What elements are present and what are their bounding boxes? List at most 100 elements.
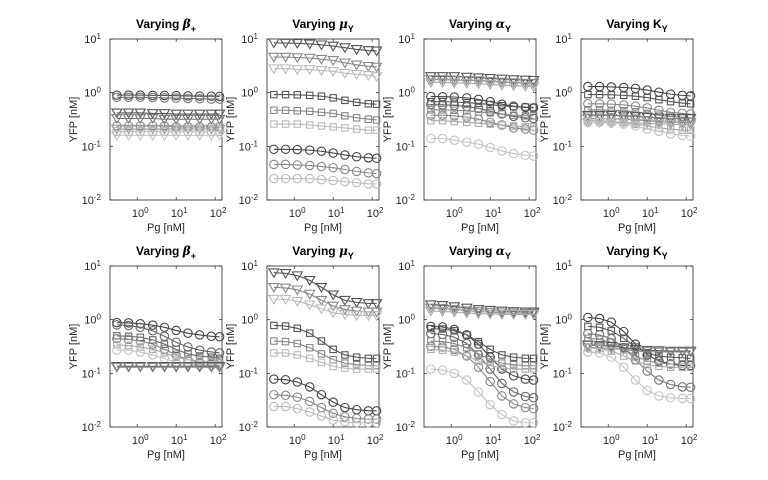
series-3 — [424, 306, 540, 321]
chart-panel-r2c4: 10-2 10-1 100 101 100 101 102 Pg [nM] YFP [nM] Va… — [539, 244, 698, 461]
data-point-circle — [473, 362, 484, 372]
data-point-triangle — [370, 46, 383, 57]
data-point-square — [498, 351, 506, 359]
data-point-triangle — [472, 307, 485, 318]
data-point-circle — [316, 389, 327, 400]
data-point-square — [584, 343, 592, 352]
data-point-circle — [426, 99, 436, 110]
data-point-triangle — [370, 311, 383, 322]
data-point-square — [372, 126, 381, 134]
data-point-triangle — [181, 362, 194, 373]
data-point-square — [372, 365, 381, 373]
series-line — [273, 340, 377, 367]
data-point-triangle — [170, 131, 183, 142]
series-10 — [426, 364, 539, 428]
data-point-triangle — [327, 301, 340, 312]
series-6 — [426, 99, 539, 124]
panel-title: Varying KY — [606, 244, 667, 261]
series-line — [273, 68, 377, 78]
series-9 — [269, 173, 382, 189]
series-line — [587, 347, 691, 368]
data-point-square — [498, 102, 506, 110]
x-tick-label: 102 — [681, 433, 698, 447]
data-point-circle — [685, 393, 696, 404]
series-line — [587, 117, 691, 123]
data-point-triangle — [424, 303, 437, 314]
series-line — [430, 340, 534, 367]
data-point-triangle — [291, 65, 304, 76]
data-point-circle — [328, 175, 338, 186]
data-point-circle — [292, 377, 303, 387]
data-point-triangle — [507, 308, 520, 319]
series-9 — [427, 345, 538, 373]
data-point-square — [474, 119, 483, 127]
data-point-square — [438, 116, 447, 125]
data-point-square — [486, 100, 494, 109]
data-point-square — [678, 99, 687, 107]
data-point-square — [584, 90, 592, 99]
data-point-triangle — [350, 69, 363, 80]
data-point-circle — [147, 326, 158, 336]
data-point-square — [136, 343, 145, 351]
series-line — [587, 337, 691, 365]
data-point-circle — [171, 93, 181, 103]
data-point-triangle — [303, 289, 316, 300]
data-point-circle — [497, 378, 507, 389]
data-point-triangle — [507, 75, 520, 86]
y-axis-label: YFP [nM] — [68, 324, 80, 370]
data-point-square — [666, 97, 675, 106]
series-6 — [581, 343, 697, 358]
data-point-triangle — [472, 73, 485, 84]
y-tick-label: 10-1 — [82, 139, 102, 153]
data-point-triangle — [213, 362, 226, 373]
data-point-square — [498, 364, 506, 372]
data-point-triangle — [605, 110, 618, 121]
data-point-square — [281, 90, 290, 99]
data-point-circle — [449, 111, 460, 121]
data-point-triangle — [641, 118, 654, 129]
data-point-square — [329, 345, 337, 354]
data-point-circle — [528, 403, 539, 414]
data-point-square — [317, 122, 326, 130]
data-point-triangle — [303, 300, 316, 311]
data-point-circle — [214, 91, 225, 102]
data-point-circle — [642, 124, 652, 134]
data-point-square — [474, 350, 483, 358]
data-point-triangle — [652, 117, 665, 128]
data-point-circle — [508, 416, 519, 426]
data-point-triangle — [472, 79, 485, 90]
data-point-square — [462, 343, 471, 352]
data-point-triangle — [484, 77, 497, 88]
data-point-triangle — [370, 299, 383, 310]
data-point-triangle — [362, 299, 375, 310]
data-point-square — [352, 365, 361, 373]
series-2 — [424, 303, 540, 319]
data-point-square — [372, 100, 381, 108]
data-point-triangle — [370, 307, 383, 318]
data-point-circle — [304, 160, 315, 171]
data-point-triangle — [122, 362, 135, 373]
data-point-triangle — [519, 310, 532, 321]
data-point-square — [462, 118, 471, 127]
y-tick-label: 10-2 — [553, 193, 573, 207]
data-point-circle — [371, 179, 382, 189]
y-tick-label: 101 — [398, 259, 415, 273]
data-point-triangle — [158, 124, 171, 135]
data-point-square — [462, 331, 471, 339]
data-point-circle — [461, 351, 472, 361]
data-point-square — [427, 324, 435, 333]
data-point-triangle — [684, 347, 697, 358]
data-point-triangle — [362, 46, 375, 57]
data-point-square — [293, 91, 302, 99]
data-point-triangle — [146, 124, 159, 135]
data-point-circle — [183, 91, 193, 101]
data-point-square — [498, 110, 506, 118]
series-line — [430, 120, 534, 128]
data-point-circle — [135, 347, 146, 357]
data-point-triangle — [267, 38, 280, 49]
data-point-triangle — [205, 124, 218, 135]
data-point-triangle — [303, 53, 316, 64]
series-8 — [269, 389, 382, 424]
x-tick-label: 101 — [485, 206, 502, 220]
data-point-circle — [316, 146, 327, 156]
